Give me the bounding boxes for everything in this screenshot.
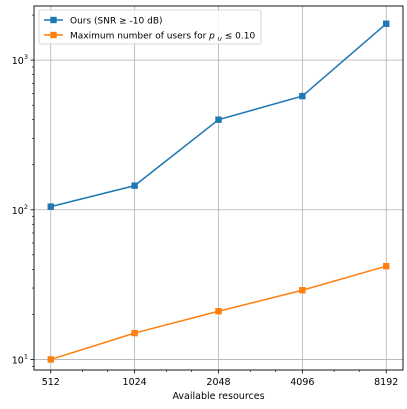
legend-label-ours-part2: -10 dB) bbox=[130, 17, 163, 27]
y-tick-label-exponent: 2 bbox=[24, 203, 28, 211]
series-layer bbox=[47, 20, 390, 363]
data-point-1 bbox=[131, 329, 138, 337]
x-tick-label: 512 bbox=[42, 377, 60, 388]
data-point-0 bbox=[131, 182, 138, 189]
y-tick-label-base: 10 bbox=[12, 206, 24, 217]
legend-label-max-users: Maximum number of users for p u ≤ 0.10 bbox=[70, 32, 255, 44]
legend-marker-max-users bbox=[50, 31, 57, 39]
grid bbox=[34, 6, 403, 370]
minor-ticks bbox=[32, 14, 360, 372]
y-tick-label-base: 10 bbox=[12, 56, 24, 67]
legend-label-ours-symbol: ≥ bbox=[119, 17, 127, 27]
legend-label-max-users-part1: Maximum number of users for bbox=[70, 32, 209, 42]
data-point-1 bbox=[47, 356, 54, 363]
legend-label-max-users-u: u bbox=[218, 35, 222, 43]
x-tick-label: 4096 bbox=[290, 377, 314, 388]
y-tick-label: 103 bbox=[12, 53, 28, 67]
x-axis-ticks: 512 1024 2048 4096 8192 bbox=[42, 370, 398, 388]
legend-label-max-users-part2: ≤ 0.10 bbox=[225, 32, 256, 42]
data-point-1 bbox=[383, 262, 390, 270]
x-tick-label: 2048 bbox=[206, 377, 230, 388]
x-tick-label: 8192 bbox=[374, 377, 398, 388]
y-tick-label-exponent: 1 bbox=[24, 352, 28, 360]
data-point-1 bbox=[215, 308, 222, 315]
data-point-0 bbox=[47, 203, 54, 210]
legend-entry-max-users: Maximum number of users for p u ≤ 0.10 bbox=[44, 31, 255, 44]
data-point-1 bbox=[299, 287, 306, 294]
y-tick-label-base: 10 bbox=[12, 355, 24, 366]
y-tick-label-exponent: 3 bbox=[24, 53, 28, 61]
y-tick-label: 102 bbox=[12, 203, 28, 217]
legend-box bbox=[38, 9, 262, 45]
legend-label-ours-part1: Ours (SNR bbox=[70, 17, 116, 27]
x-axis-label: Available resources bbox=[172, 391, 264, 402]
legend-label-ours: Ours (SNR ≥ -10 dB) bbox=[70, 17, 163, 27]
legend-label-max-users-p: p bbox=[208, 32, 215, 42]
legend: Ours (SNR ≥ -10 dB) Maximum number of us… bbox=[38, 9, 262, 45]
data-point-0 bbox=[299, 92, 306, 100]
legend-entry-ours: Ours (SNR ≥ -10 dB) bbox=[44, 17, 163, 27]
data-point-0 bbox=[383, 20, 390, 27]
y-tick-label: 101 bbox=[12, 352, 28, 366]
data-point-0 bbox=[215, 116, 222, 123]
legend-marker-ours bbox=[50, 16, 57, 24]
x-tick-label: 1024 bbox=[123, 377, 147, 388]
